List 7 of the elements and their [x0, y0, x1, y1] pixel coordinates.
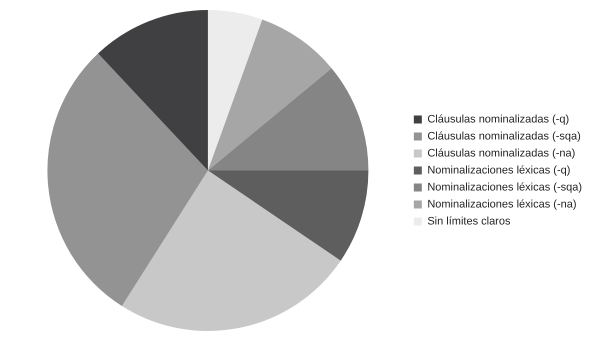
legend-label: Sin límites claros [427, 216, 511, 228]
legend-label: Cláusulas nominalizadas (-na) [427, 148, 576, 160]
legend-label: Cláusulas nominalizadas (-q) [427, 114, 570, 126]
legend-label: Nominalizaciones léxicas (-q) [427, 164, 570, 177]
legend-label: Cláusulas nominalizadas (-sqa) [427, 130, 581, 143]
legend-label: Nominalizaciones léxicas (-na) [427, 198, 577, 211]
legend-label: Nominalizaciones léxicas (-sqa) [427, 182, 582, 194]
